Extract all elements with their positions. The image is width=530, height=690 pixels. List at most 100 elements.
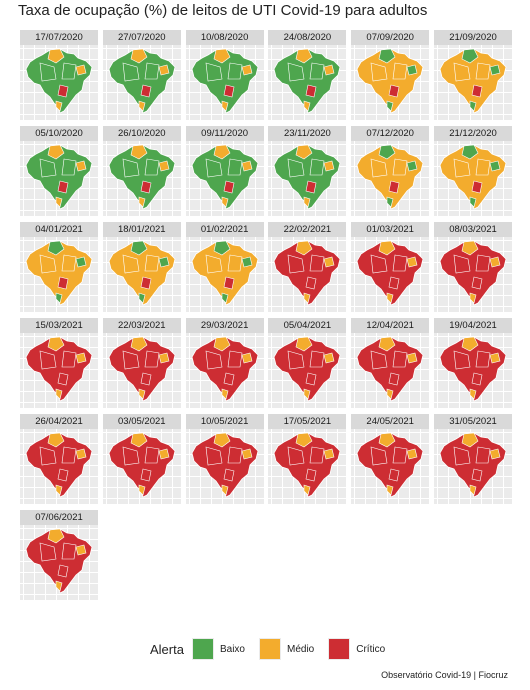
facet-map — [351, 333, 430, 408]
facet-map — [20, 237, 98, 312]
facet-date-label: 05/04/2021 — [268, 318, 347, 333]
facet-map — [185, 333, 264, 408]
facet-map — [102, 141, 181, 216]
facet-panel: 17/05/2021 — [268, 414, 347, 504]
facet-panel: 09/11/2020 — [185, 126, 264, 216]
facet-date-label: 07/06/2021 — [20, 510, 98, 525]
brazil-map-shape — [273, 144, 341, 210]
facet-date-label: 18/01/2021 — [102, 222, 181, 237]
facet-date-label: 26/04/2021 — [20, 414, 98, 429]
brazil-map-shape — [273, 240, 341, 306]
facet-map — [185, 141, 264, 216]
brazil-map-shape — [25, 432, 93, 498]
legend-key-critico — [328, 638, 351, 660]
brazil-map-shape — [191, 432, 259, 498]
facet-date-label: 31/05/2021 — [434, 414, 512, 429]
facet-map — [102, 237, 181, 312]
facet-panel: 21/09/2020 — [434, 30, 512, 120]
facet-date-label: 21/09/2020 — [434, 30, 512, 45]
brazil-map-shape — [108, 336, 176, 402]
brazil-map-shape — [25, 240, 93, 306]
facet-map — [185, 45, 264, 120]
facet-map — [20, 141, 98, 216]
facet-map — [268, 429, 347, 504]
facet-map — [351, 429, 430, 504]
facet-panel: 24/08/2020 — [268, 30, 347, 120]
facet-date-label: 24/08/2020 — [268, 30, 347, 45]
facet-panel: 05/10/2020 — [20, 126, 98, 216]
facet-date-label: 09/11/2020 — [185, 126, 264, 141]
facet-panel: 10/05/2021 — [185, 414, 264, 504]
facet-date-label: 08/03/2021 — [434, 222, 512, 237]
facet-date-label: 22/03/2021 — [102, 318, 181, 333]
facet-map — [102, 45, 181, 120]
brazil-map-shape — [108, 48, 176, 114]
facet-panel: 24/05/2021 — [351, 414, 430, 504]
facet-panel: 07/09/2020 — [351, 30, 430, 120]
brazil-map-shape — [191, 240, 259, 306]
facet-panel: 01/03/2021 — [351, 222, 430, 312]
legend-label-critico: Crítico — [356, 643, 386, 655]
facet-map — [268, 333, 347, 408]
facet-panel: 17/07/2020 — [20, 30, 98, 120]
facet-panel: 26/10/2020 — [102, 126, 181, 216]
brazil-map-shape — [191, 48, 259, 114]
facet-date-label: 21/12/2020 — [434, 126, 512, 141]
facet-map — [20, 525, 98, 600]
facet-date-label: 29/03/2021 — [185, 318, 264, 333]
facet-panel: 31/05/2021 — [434, 414, 512, 504]
facet-panel: 04/01/2021 — [20, 222, 98, 312]
facet-panel: 29/03/2021 — [185, 318, 264, 408]
facet-map — [434, 237, 512, 312]
facet-map — [351, 45, 430, 120]
facet-date-label: 15/03/2021 — [20, 318, 98, 333]
brazil-map-shape — [273, 432, 341, 498]
facet-panel: 15/03/2021 — [20, 318, 98, 408]
facet-map — [185, 237, 264, 312]
facet-panel: 22/03/2021 — [102, 318, 181, 408]
facet-date-label: 22/02/2021 — [268, 222, 347, 237]
brazil-map-shape — [108, 432, 176, 498]
facet-date-label: 24/05/2021 — [351, 414, 430, 429]
facet-date-label: 12/04/2021 — [351, 318, 430, 333]
facet-map — [268, 45, 347, 120]
facet-panel: 26/04/2021 — [20, 414, 98, 504]
facet-date-label: 07/09/2020 — [351, 30, 430, 45]
brazil-map-shape — [356, 48, 424, 114]
facet-panel: 07/06/2021 — [20, 510, 98, 600]
facet-date-label: 23/11/2020 — [268, 126, 347, 141]
facet-panel: 19/04/2021 — [434, 318, 512, 408]
brazil-map-shape — [439, 48, 507, 114]
brazil-map-shape — [25, 48, 93, 114]
facet-date-label: 05/10/2020 — [20, 126, 98, 141]
brazil-map-shape — [108, 144, 176, 210]
facet-map — [268, 237, 347, 312]
facet-panel: 10/08/2020 — [185, 30, 264, 120]
brazil-map-shape — [273, 336, 341, 402]
facet-map — [20, 333, 98, 408]
facet-panel: 07/12/2020 — [351, 126, 430, 216]
legend-key-medio — [258, 638, 281, 660]
facet-date-label: 10/08/2020 — [185, 30, 264, 45]
brazil-map-shape — [191, 144, 259, 210]
facet-date-label: 26/10/2020 — [102, 126, 181, 141]
brazil-map-shape — [356, 336, 424, 402]
facet-panel: 03/05/2021 — [102, 414, 181, 504]
facet-map — [434, 429, 512, 504]
brazil-map-shape — [356, 432, 424, 498]
legend-title: Alerta — [150, 641, 184, 657]
legend-label-baixo: Baixo — [219, 643, 245, 655]
facet-map — [434, 333, 512, 408]
facet-panel: 01/02/2021 — [185, 222, 264, 312]
brazil-map-shape — [439, 240, 507, 306]
facet-date-label: 27/07/2020 — [102, 30, 181, 45]
facet-panel: 18/01/2021 — [102, 222, 181, 312]
facet-date-label: 17/05/2021 — [268, 414, 347, 429]
facet-date-label: 17/07/2020 — [20, 30, 98, 45]
facet-map — [185, 429, 264, 504]
facet-date-label: 03/05/2021 — [102, 414, 181, 429]
facet-grid: 17/07/2020 27/07/2020 10/08/2020 24/08/2020… — [20, 30, 512, 605]
facet-date-label: 19/04/2021 — [434, 318, 512, 333]
legend-key-baixo — [191, 638, 214, 660]
brazil-map-shape — [25, 336, 93, 402]
